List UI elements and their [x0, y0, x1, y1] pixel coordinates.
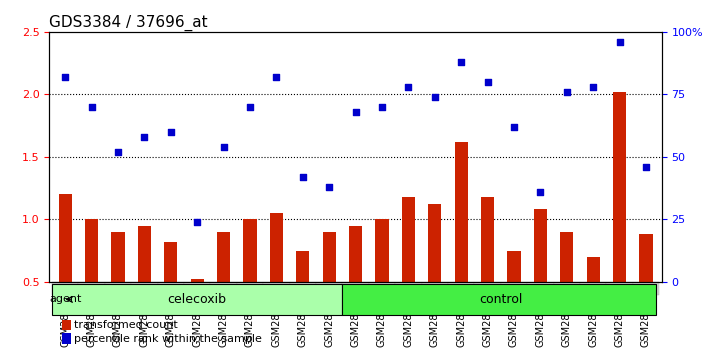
Bar: [508, 251, 520, 344]
Point: [535, 189, 546, 195]
FancyBboxPatch shape: [52, 284, 342, 315]
Point: [244, 104, 256, 110]
Point: [86, 104, 97, 110]
Bar: [527, 282, 553, 295]
Point: [324, 184, 335, 190]
FancyBboxPatch shape: [342, 284, 656, 315]
Bar: [375, 219, 389, 344]
Bar: [369, 282, 395, 295]
Point: [165, 129, 176, 135]
Point: [587, 84, 598, 90]
Bar: [61, 320, 70, 330]
Point: [455, 59, 467, 65]
Text: GDS3384 / 37696_at: GDS3384 / 37696_at: [49, 14, 208, 30]
Bar: [580, 282, 606, 295]
Bar: [164, 242, 177, 344]
Point: [191, 219, 203, 225]
Text: percentile rank within the sample: percentile rank within the sample: [74, 334, 262, 344]
Bar: [316, 282, 342, 295]
Bar: [349, 225, 362, 344]
Point: [60, 74, 70, 80]
Bar: [560, 232, 573, 344]
Bar: [534, 210, 547, 344]
Bar: [448, 282, 474, 295]
Bar: [322, 232, 336, 344]
Text: agent: agent: [50, 295, 82, 304]
Bar: [395, 282, 422, 295]
Bar: [613, 92, 626, 344]
Bar: [78, 282, 105, 295]
Bar: [58, 194, 72, 344]
Bar: [474, 282, 501, 295]
Bar: [289, 282, 316, 295]
Bar: [263, 282, 289, 295]
Bar: [217, 232, 230, 344]
Bar: [481, 197, 494, 344]
Point: [641, 164, 652, 170]
Bar: [633, 282, 659, 295]
Bar: [342, 282, 369, 295]
Bar: [270, 213, 283, 344]
Bar: [586, 257, 600, 344]
Bar: [131, 282, 158, 295]
Bar: [402, 197, 415, 344]
Bar: [455, 142, 467, 344]
Bar: [158, 282, 184, 295]
Bar: [105, 282, 131, 295]
Bar: [501, 282, 527, 295]
Point: [376, 104, 387, 110]
Point: [139, 134, 150, 140]
Point: [218, 144, 230, 150]
Bar: [606, 282, 633, 295]
Bar: [111, 232, 125, 344]
Point: [482, 79, 493, 85]
Bar: [639, 234, 653, 344]
Point: [561, 89, 572, 95]
Point: [508, 124, 520, 130]
Bar: [553, 282, 580, 295]
Bar: [296, 251, 309, 344]
Bar: [422, 282, 448, 295]
Point: [429, 94, 441, 100]
Point: [270, 74, 282, 80]
Bar: [61, 333, 70, 344]
Point: [403, 84, 414, 90]
Point: [614, 39, 625, 45]
Bar: [85, 219, 98, 344]
Bar: [428, 204, 441, 344]
Bar: [52, 282, 78, 295]
Point: [297, 174, 308, 180]
Text: transformed count: transformed count: [74, 320, 177, 330]
Bar: [210, 282, 237, 295]
Point: [350, 109, 361, 115]
Bar: [138, 225, 151, 344]
Bar: [237, 282, 263, 295]
Bar: [191, 279, 203, 344]
Point: [113, 149, 124, 155]
Text: celecoxib: celecoxib: [168, 293, 227, 306]
Text: control: control: [479, 293, 522, 306]
Bar: [184, 282, 210, 295]
Bar: [244, 219, 256, 344]
